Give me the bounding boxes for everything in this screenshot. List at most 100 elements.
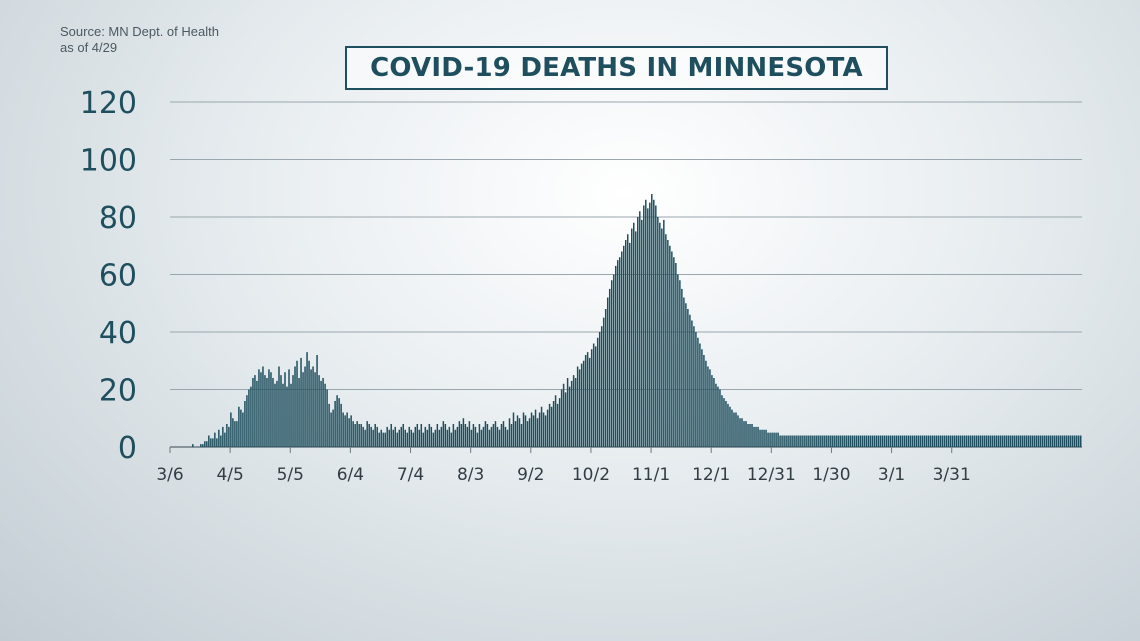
bar: [556, 403, 559, 448]
bar: [883, 435, 886, 447]
bar: [480, 429, 483, 447]
bar: [428, 424, 431, 447]
bar: [594, 346, 597, 448]
bar: [825, 435, 827, 447]
bar: [400, 426, 403, 448]
bar: [226, 424, 228, 447]
bar: [775, 432, 777, 448]
bar: [1011, 435, 1014, 447]
bar: [496, 426, 499, 448]
bar: [388, 429, 390, 447]
bar: [536, 418, 539, 447]
x-tick-label: 6/4: [337, 465, 364, 485]
bar: [805, 435, 807, 447]
bar: [969, 435, 972, 447]
bar: [911, 435, 914, 447]
bar: [296, 360, 298, 447]
bar: [222, 426, 224, 448]
bar: [328, 403, 330, 448]
bar: [919, 435, 922, 447]
bar: [608, 288, 611, 448]
bar: [1029, 435, 1032, 447]
bar: [671, 251, 673, 447]
bar: [564, 392, 567, 448]
bar: [657, 217, 659, 447]
bar: [639, 211, 641, 447]
bar: [470, 429, 473, 447]
bar: [877, 435, 880, 447]
bar: [210, 438, 212, 448]
bar: [1073, 435, 1076, 447]
bar: [300, 357, 302, 448]
x-tick-label: 3/6: [156, 465, 183, 485]
bar: [602, 317, 605, 448]
bar: [524, 415, 527, 448]
bar: [336, 395, 338, 447]
bar: [849, 435, 851, 447]
bar: [580, 363, 583, 448]
bar: [402, 424, 405, 447]
bar: [703, 355, 705, 447]
bar: [873, 435, 876, 447]
bar: [669, 245, 671, 447]
bar: [228, 426, 230, 448]
bar: [695, 332, 697, 447]
bar: [1003, 435, 1006, 447]
bar: [921, 435, 924, 447]
chart-title: COVID-19 DEATHS IN MINNESOTA: [370, 53, 863, 83]
bar: [897, 435, 900, 447]
bar: [735, 412, 737, 447]
bar: [863, 435, 866, 447]
bar: [420, 424, 423, 447]
bar: [833, 435, 835, 447]
bar: [330, 412, 332, 447]
bar: [490, 426, 493, 448]
bar: [839, 435, 841, 447]
bar: [649, 202, 651, 448]
bar: [1071, 435, 1074, 447]
bar: [1039, 435, 1042, 447]
bar: [326, 389, 328, 447]
bar: [755, 426, 757, 448]
bar: [1013, 435, 1016, 447]
bars: [192, 194, 1082, 448]
bar: [294, 366, 296, 447]
bar: [843, 435, 845, 447]
bar: [967, 435, 970, 447]
bar: [995, 435, 998, 447]
bar: [544, 415, 547, 448]
bar: [290, 383, 292, 447]
bar: [1055, 435, 1058, 447]
bar: [975, 435, 978, 447]
bar: [913, 435, 916, 447]
bar: [923, 435, 926, 447]
bar: [637, 217, 639, 447]
bar: [629, 242, 631, 448]
bar: [360, 424, 362, 447]
bar: [763, 429, 765, 447]
bar: [592, 343, 595, 447]
x-tick-label: 3/1: [878, 465, 905, 485]
bar: [699, 343, 701, 447]
chart-title-box: COVID-19 DEATHS IN MINNESOTA: [345, 46, 888, 90]
bar: [917, 435, 920, 447]
bar: [887, 435, 890, 447]
bar: [320, 380, 322, 448]
bar: [452, 424, 455, 447]
bar: [340, 403, 342, 448]
bar: [665, 234, 667, 447]
bar: [1051, 435, 1054, 447]
bar: [797, 435, 799, 447]
bar: [572, 375, 575, 448]
bar: [412, 432, 415, 448]
bar: [893, 435, 896, 447]
bar: [771, 432, 773, 448]
bar: [1023, 435, 1026, 447]
bar: [422, 432, 425, 448]
bar: [1019, 435, 1022, 447]
bar: [645, 199, 647, 447]
bar: [482, 426, 485, 448]
bar: [362, 426, 364, 448]
bar: [689, 314, 691, 447]
